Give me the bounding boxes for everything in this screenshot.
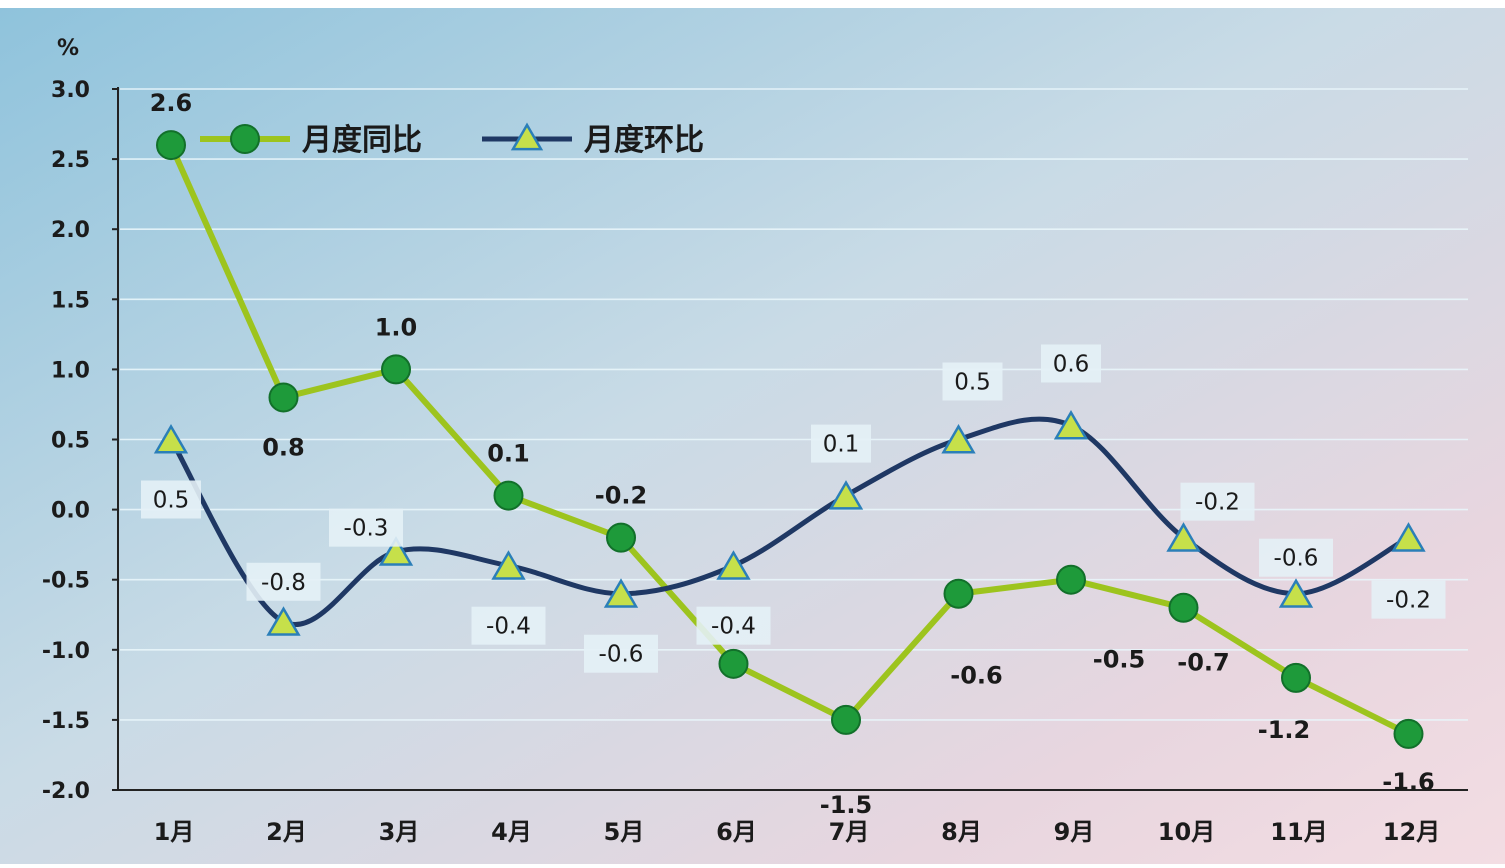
data-point-mom [603, 578, 639, 608]
data-label-box-mom [141, 480, 201, 519]
data-point-mom [1053, 409, 1089, 440]
data-label-yoy: -1.2 [1258, 716, 1310, 744]
data-label-mom: -0.8 [261, 570, 306, 596]
data-label-box-mom [1180, 482, 1255, 521]
data-point-mom [491, 550, 526, 580]
data-labels: 2.6 0.8 1.0 0.1 -0.2 -1.5 -0.6 -0.5 -0.7 -1.2 -1.6… [141, 89, 1446, 819]
data-label-yoy: -0.7 [1177, 649, 1229, 677]
legend-label-yoy: 月度同比 [302, 123, 422, 158]
data-point-yoy [1056, 564, 1086, 595]
y-tick-label: 0.5 [51, 429, 90, 454]
legend-marker-mom [510, 122, 544, 151]
data-label-mom: -0.3 [344, 516, 389, 542]
data-point-yoy [1393, 718, 1424, 749]
x-tick-label: 3月 [379, 818, 420, 846]
data-label-mom: -0.4 [486, 614, 531, 640]
data-point-yoy [381, 354, 411, 385]
data-label-yoy: -1.6 [1382, 768, 1434, 796]
data-label-box-mom [246, 562, 321, 601]
y-tick-label: 2.5 [51, 148, 90, 173]
data-label-box-mom [1041, 344, 1101, 383]
data-point-mom [1166, 522, 1201, 552]
data-label-mom: 0.6 [1053, 351, 1090, 377]
data-point-mom [266, 606, 301, 636]
data-point-mom [1278, 578, 1314, 608]
x-tick-label: 6月 [716, 818, 757, 846]
data-point-mom [378, 536, 414, 566]
data-label-box-mom [1259, 538, 1333, 577]
data-label-mom: -0.6 [599, 642, 644, 668]
data-label-mom: -0.4 [711, 614, 756, 640]
x-tick-label: 4月 [491, 818, 532, 846]
y-tick-label: -1.0 [42, 639, 90, 664]
data-point-yoy [268, 382, 299, 413]
x-tick-label: 1月 [154, 818, 195, 846]
data-label-box-mom [942, 362, 1003, 401]
legend-label-mom: 月度环比 [584, 123, 704, 158]
data-point-yoy [606, 522, 636, 553]
data-label-mom: 0.5 [153, 488, 190, 514]
y-axis-unit: % [57, 36, 79, 61]
data-point-yoy [1168, 592, 1199, 623]
data-label-yoy: -0.2 [595, 482, 647, 510]
y-tick-label: -2.0 [42, 779, 90, 804]
y-tick-label: 0.0 [51, 499, 90, 524]
data-label-mom: 0.1 [823, 432, 860, 458]
data-label-box-mom [1371, 580, 1446, 619]
data-label-mom: 0.5 [954, 370, 991, 396]
data-label-box-mom [811, 424, 871, 463]
data-point-yoy [1281, 662, 1311, 693]
y-tick-label: -1.5 [42, 709, 90, 734]
data-label-yoy: 0.8 [262, 433, 305, 461]
data-label-box-mom [329, 508, 403, 547]
data-label-yoy: 2.6 [150, 89, 193, 117]
data-point-yoy [943, 578, 974, 609]
data-label-yoy: -0.5 [1093, 646, 1145, 674]
x-tick-label: 8月 [941, 818, 982, 846]
data-label-mom: -0.6 [1274, 546, 1319, 572]
x-tick-label: 7月 [829, 818, 870, 846]
data-label-yoy: -1.5 [820, 791, 872, 819]
data-point-mom [941, 424, 976, 454]
data-point-yoy [831, 704, 861, 735]
y-tick-label: 1.0 [51, 358, 90, 383]
data-point-mom [1391, 522, 1426, 552]
legend: 月度同比 月度环比 [200, 122, 704, 158]
data-label-box-mom [471, 606, 546, 645]
legend-marker-yoy [230, 124, 260, 154]
x-tick-label: 2月 [266, 818, 307, 846]
data-label-box-mom [584, 634, 658, 673]
series-line-yoy [168, 143, 1410, 737]
x-tick-label: 11月 [1270, 818, 1327, 846]
data-point-mom [828, 480, 864, 510]
data-point-yoy [718, 648, 749, 679]
data-label-mom: -0.2 [1386, 588, 1431, 614]
y-tick-label: 3.0 [51, 78, 90, 103]
x-tick-label: 12月 [1383, 818, 1440, 846]
data-point-yoy [156, 130, 186, 161]
data-point-mom [153, 424, 189, 454]
y-tick-label: 1.5 [51, 288, 90, 313]
data-label-yoy: 1.0 [375, 313, 418, 341]
x-tick-label: 9月 [1054, 818, 1095, 846]
data-point-yoy [493, 480, 524, 511]
series-markers [153, 130, 1426, 749]
axes: 3.0 2.5 2.0 1.5 1.0 0.5 0.0 -0.5 -1.0 -1.5 -2.0% 1月… [42, 36, 1468, 846]
data-label-mom: -0.2 [1195, 490, 1240, 516]
x-tick-label: 5月 [604, 818, 645, 846]
x-tick-label: 10月 [1158, 818, 1215, 846]
y-tick-label: 2.0 [51, 218, 90, 243]
data-point-mom [716, 550, 751, 580]
y-tick-label: -0.5 [42, 569, 90, 594]
data-label-box-mom [696, 606, 771, 645]
data-label-yoy: -0.6 [950, 662, 1002, 690]
data-label-yoy: 0.1 [487, 440, 530, 468]
